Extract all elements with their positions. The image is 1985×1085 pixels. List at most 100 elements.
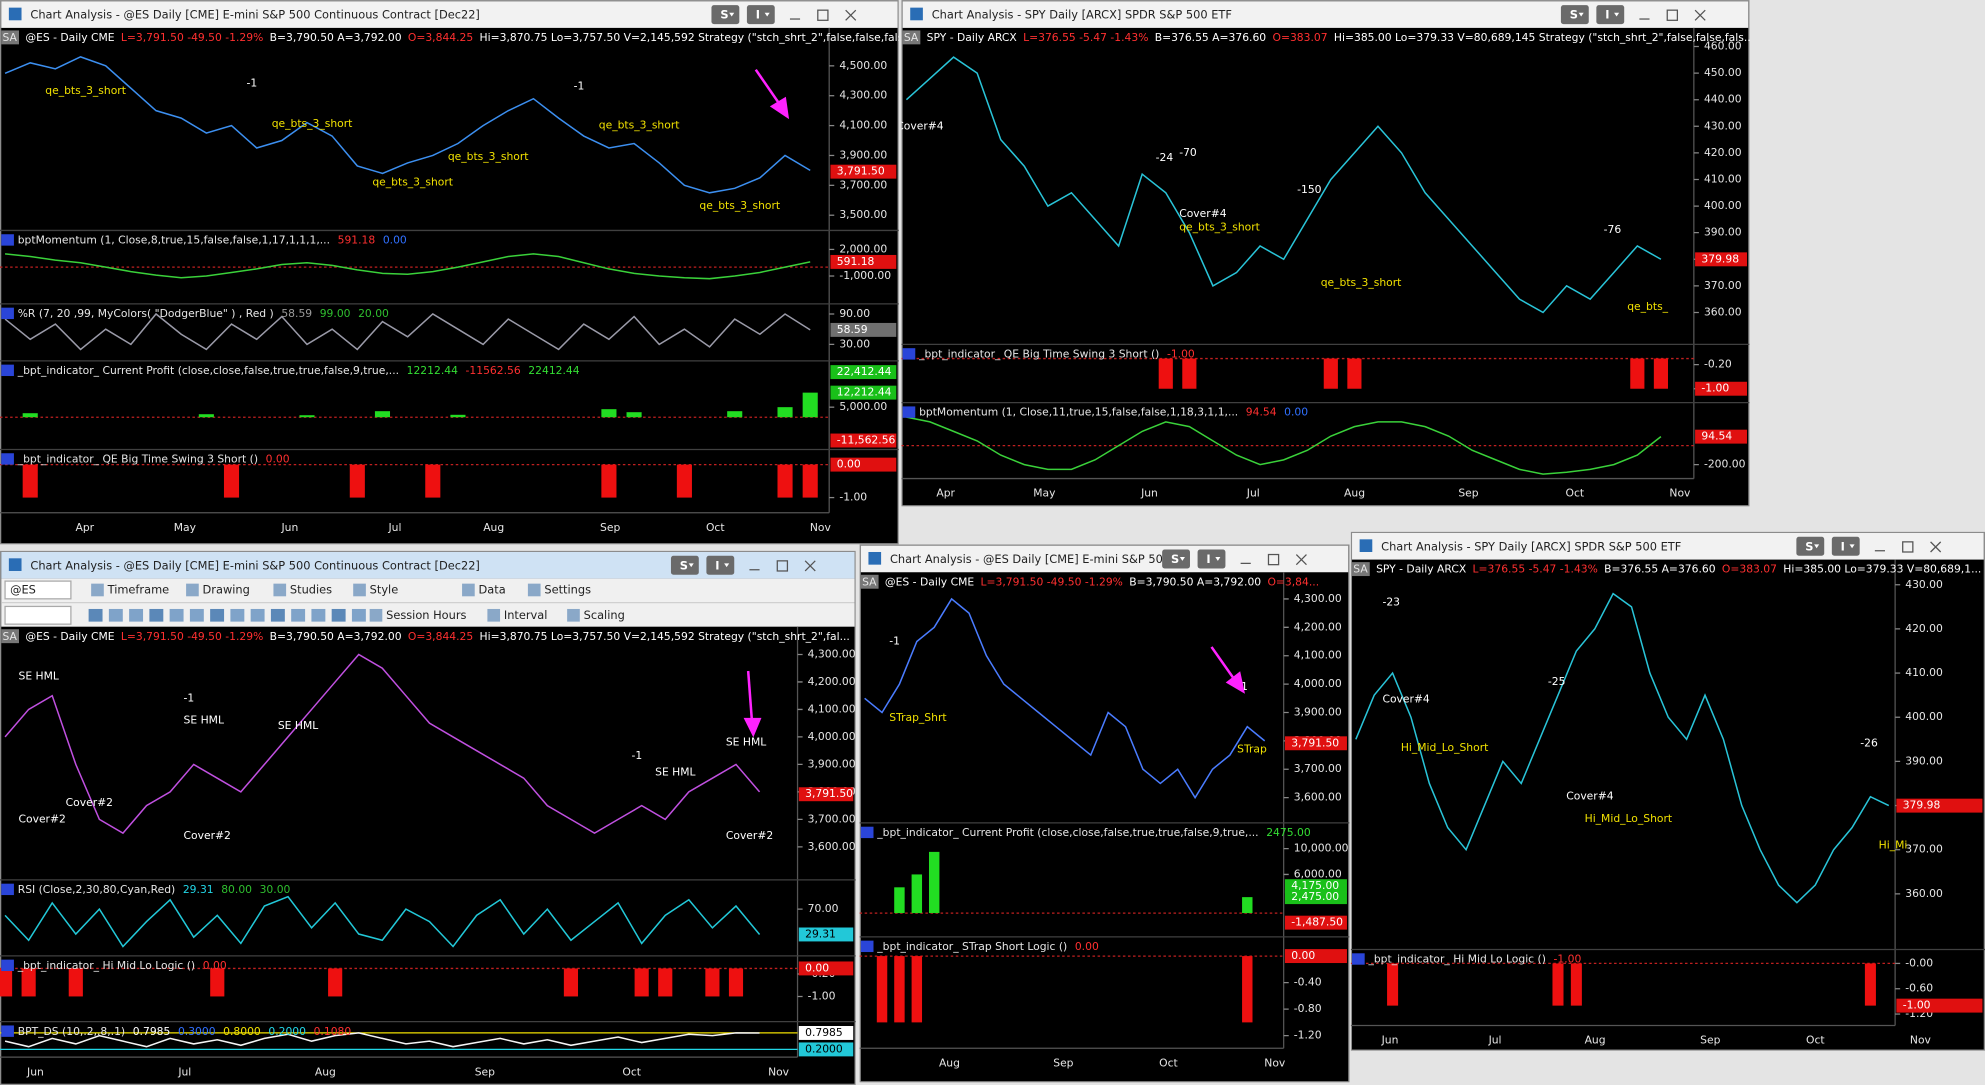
series-bar	[601, 464, 617, 498]
window-title: Chart Analysis - @ES Daily [CME] E-mini …	[30, 558, 480, 572]
last-value-box	[798, 927, 854, 942]
title-button[interactable]	[1197, 549, 1226, 569]
title-button-label[interactable]: S	[680, 558, 688, 572]
toolbar-item[interactable]: @ES	[10, 582, 36, 596]
title-button[interactable]	[706, 555, 735, 575]
toolbar-icon[interactable]	[88, 608, 103, 622]
toolbar-item[interactable]: Studies	[290, 582, 332, 596]
toolbar-icon	[527, 583, 541, 597]
y-tick-label: 3,700.00	[839, 178, 887, 191]
x-tick-label: Aug	[939, 1056, 960, 1069]
symbol-tag-label: SA	[1353, 563, 1368, 576]
title-button-label[interactable]: S	[1570, 8, 1578, 22]
maximize-button[interactable]	[817, 9, 829, 21]
close-button[interactable]	[804, 560, 816, 572]
toolbar-item[interactable]: Timeframe	[107, 582, 170, 596]
toolbar-item[interactable]: Interval	[504, 608, 548, 622]
study-legend: bptMomentum (1, Close,8,true,15,false,fa…	[18, 234, 407, 247]
title-button-label[interactable]: I	[1841, 539, 1845, 553]
toolbar-icon[interactable]	[169, 608, 184, 622]
title-button-label[interactable]: I	[715, 558, 719, 572]
header-segment: B=3,790.50 A=3,792.00	[270, 630, 402, 643]
toolbar-icon	[462, 583, 475, 597]
x-tick-label: Sep	[600, 521, 620, 534]
strategy-annotation: -70	[1179, 146, 1197, 159]
title-button[interactable]	[746, 5, 775, 25]
maximize-button[interactable]	[776, 560, 789, 572]
close-button[interactable]	[1930, 541, 1942, 553]
toolbar-icon[interactable]	[189, 608, 204, 622]
y-tick-label: 90.00	[839, 307, 870, 320]
toolbar-icon[interactable]	[311, 608, 326, 622]
title-button[interactable]	[1831, 536, 1860, 556]
header-segment: Hi=385.00 Lo=379.33 V=80,689,145 Strateg…	[1334, 31, 1754, 44]
close-button[interactable]	[1694, 9, 1706, 21]
toolbar-icon[interactable]	[291, 608, 306, 622]
toolbar-icon[interactable]	[351, 608, 366, 622]
x-tick-label: Oct	[1806, 1034, 1825, 1047]
header-segment: L=3,791.50 -49.50 -1.29%	[121, 630, 263, 643]
study-legend: _bpt_indicator_ STrap Short Logic () 0.00	[876, 940, 1099, 953]
toolbar-icon[interactable]	[129, 608, 144, 622]
title-button[interactable]	[1560, 5, 1589, 25]
study-legend: _bpt_indicator_ Hi Mid Lo Logic () 0.00	[17, 959, 227, 972]
legend-value: 2475.00	[1266, 826, 1311, 839]
title-button-label[interactable]: S	[1171, 552, 1179, 566]
title-button[interactable]	[711, 5, 740, 25]
toolbar-icon[interactable]	[108, 608, 123, 622]
title-button-label[interactable]: I	[1605, 8, 1609, 22]
toolbar-item[interactable]: Scaling	[584, 608, 625, 622]
title-button-label[interactable]: I	[756, 8, 760, 22]
toolbar-icon[interactable]	[250, 608, 265, 622]
legend-value: 30.00	[260, 883, 291, 896]
study-tag	[1, 959, 14, 972]
toolbar-item[interactable]: Data	[479, 582, 506, 596]
strategy-annotation: -25	[1548, 675, 1566, 688]
last-value-box	[830, 365, 897, 380]
dropdown-caret	[1578, 12, 1584, 17]
toolbar-item[interactable]: Settings	[544, 582, 591, 596]
title-button[interactable]	[1162, 549, 1190, 569]
toolbar-item[interactable]: Drawing	[203, 582, 250, 596]
toolbar-icon[interactable]	[270, 608, 285, 622]
series-line	[4, 895, 761, 948]
toolbar-icon[interactable]	[331, 608, 346, 622]
symbol-input[interactable]	[4, 580, 72, 600]
title-button-label[interactable]: S	[1805, 539, 1813, 553]
close-button[interactable]	[1295, 554, 1307, 566]
series-bar	[1158, 358, 1173, 389]
title-button[interactable]	[1796, 536, 1825, 556]
last-value-box	[1695, 381, 1748, 396]
y-tick-label: 3,700.00	[808, 812, 856, 825]
strategy-annotation: -26	[1860, 737, 1878, 750]
last-value-label: 0.2000	[805, 1042, 843, 1055]
toolbar-icon[interactable]	[210, 608, 225, 622]
toolbar-icon[interactable]	[230, 608, 245, 622]
y-tick-label: 6,000.00	[1294, 867, 1342, 880]
dropdown-caret	[1179, 557, 1185, 561]
maximize-button[interactable]	[1267, 553, 1280, 566]
title-button-label[interactable]: I	[1206, 552, 1210, 566]
title-button[interactable]	[670, 555, 699, 575]
close-button[interactable]	[845, 9, 857, 21]
x-tick-label: Jul	[177, 1065, 191, 1078]
last-value-box	[830, 385, 897, 400]
symbol-tag	[1, 629, 19, 644]
window-frame	[1350, 531, 1985, 1051]
maximize-button[interactable]	[1666, 9, 1679, 21]
y-tick-label: 4,300.00	[808, 647, 856, 660]
x-tick-label: Oct	[706, 521, 725, 534]
last-value-box	[1284, 890, 1347, 905]
symbol-input[interactable]	[4, 605, 72, 625]
legend-text: _bpt_indicator_ Hi Mid Lo Logic ()	[1367, 953, 1545, 966]
toolbar-item[interactable]: Session Hours	[386, 608, 466, 622]
symbol-tag-label: SA	[862, 575, 877, 588]
maximize-button[interactable]	[1902, 541, 1914, 553]
title-button-label[interactable]: S	[720, 8, 728, 22]
title-button[interactable]	[1596, 5, 1625, 25]
series-line	[4, 1032, 760, 1048]
toolbar-item[interactable]: Style	[370, 582, 399, 596]
toolbar-icon[interactable]	[149, 608, 164, 622]
y-tick-label: 400.00	[1704, 199, 1742, 212]
series-bar	[1242, 897, 1253, 914]
